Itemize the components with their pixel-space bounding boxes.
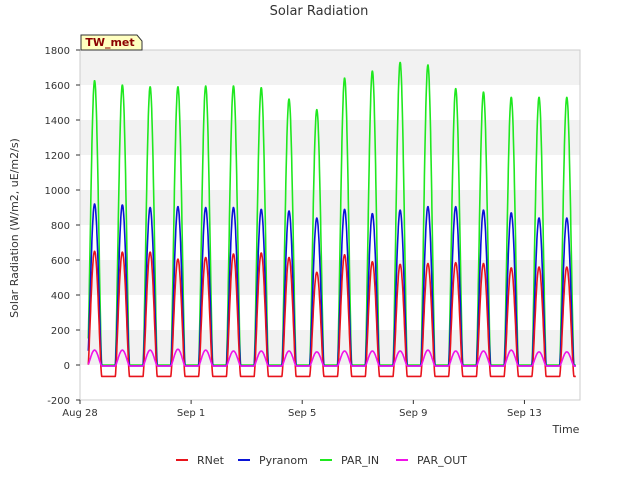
legend-label: PAR_OUT: [417, 454, 467, 467]
x-axis-title: Time: [552, 423, 580, 436]
x-tick-label: Sep 1: [177, 408, 205, 419]
series-line-rnet: [87, 250, 577, 378]
x-tick-label: Aug 28: [62, 408, 97, 419]
x-tick-label: Sep 9: [399, 408, 427, 419]
y-tick-label: 400: [51, 291, 70, 302]
x-tick-label: Sep 5: [288, 408, 316, 419]
grid-band: [80, 85, 580, 120]
y-tick-label: 1200: [45, 151, 70, 162]
grid-band: [80, 155, 580, 190]
legend-label: RNet: [197, 454, 225, 467]
grid-band: [80, 120, 580, 155]
x-tick-label: Sep 13: [507, 408, 542, 419]
y-tick-label: 0: [64, 361, 70, 372]
y-axis: -200 0 200 400 600 800 1000 1200 1400 1600 1800: [45, 46, 80, 407]
y-tick-label: -200: [47, 396, 70, 407]
grid-band: [80, 190, 580, 225]
station-label-background: [80, 34, 143, 51]
y-tick-label: 1400: [45, 116, 70, 127]
station-label: TW_met: [85, 36, 134, 49]
y-tick-label: 1600: [45, 81, 70, 92]
grid-band: [80, 50, 580, 85]
y-tick-label: 1000: [45, 186, 70, 197]
series-line-par-out: [87, 348, 577, 367]
legend-label: PAR_IN: [341, 454, 379, 467]
grid-band: [80, 330, 580, 365]
y-tick-label: 200: [51, 326, 70, 337]
grid-band: [80, 365, 580, 400]
x-axis: Aug 28 Sep 1 Sep 5 Sep 9 Sep 13: [62, 400, 542, 419]
grid-band: [80, 295, 580, 330]
legend-label: Pyranom: [259, 454, 308, 467]
y-tick-label: 800: [51, 221, 70, 232]
series-layer: [87, 61, 577, 378]
y-axis-title: Solar Radiation (W/m2, uE/m2/s): [8, 138, 21, 318]
y-tick-label: 600: [51, 256, 70, 267]
grid-band: [80, 260, 580, 295]
grid-bands: [80, 50, 580, 400]
chart-title: Solar Radiation: [270, 4, 369, 19]
y-tick-label: 1800: [45, 46, 70, 57]
station-label-box: TW_met: [80, 34, 143, 51]
legend: RNet Pyranom PAR_IN PAR_OUT: [176, 454, 467, 467]
grid-band: [80, 225, 580, 260]
series-line-par-in: [87, 61, 577, 366]
